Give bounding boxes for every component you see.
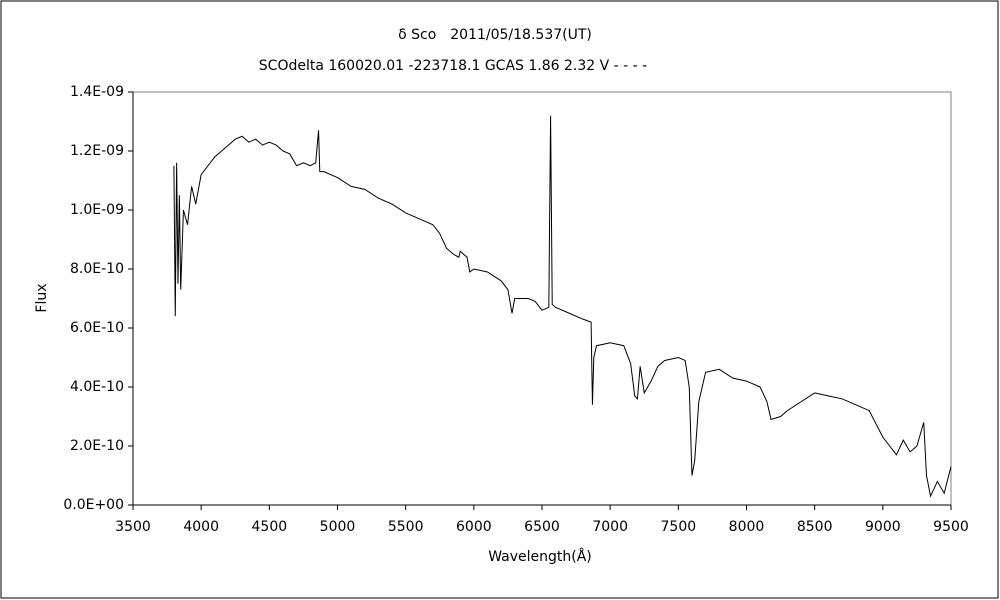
chart-subtitle: SCOdelta 160020.01 -223718.1 GCAS 1.86 2… — [259, 58, 647, 74]
x-tick-label: 8000 — [729, 519, 765, 535]
y-tick-label: 4.0E-10 — [70, 379, 124, 395]
x-tick-label: 5000 — [320, 519, 356, 535]
x-tick-label: 7500 — [661, 519, 697, 535]
x-tick-label: 4500 — [252, 519, 288, 535]
x-axis-title: Wavelength(Å) — [488, 548, 592, 565]
x-tick-label: 5500 — [388, 519, 424, 535]
x-tick-label: 3500 — [115, 519, 151, 535]
y-tick-label: 1.0E-09 — [70, 202, 124, 218]
y-axis-title: Flux — [34, 283, 50, 312]
chart-title: δ Sco 2011/05/18.537(UT) — [398, 27, 592, 43]
y-tick-label: 1.4E-09 — [70, 84, 124, 100]
x-tick-label: 7000 — [592, 519, 628, 535]
y-tick-label: 1.2E-09 — [70, 143, 124, 159]
x-tick-label: 9000 — [865, 519, 901, 535]
x-tick-label: 8500 — [797, 519, 833, 535]
y-tick-label: 6.0E-10 — [70, 320, 124, 336]
x-tick-label: 9500 — [933, 519, 969, 535]
x-tick-label: 4000 — [183, 519, 219, 535]
spectrum-line — [173, 115, 952, 498]
x-tick-label: 6500 — [524, 519, 560, 535]
x-tick-label: 6000 — [456, 519, 492, 535]
y-tick-label: 8.0E-10 — [70, 261, 124, 277]
y-tick-label: 2.0E-10 — [70, 438, 124, 454]
y-tick-label: 0.0E+00 — [63, 497, 124, 513]
